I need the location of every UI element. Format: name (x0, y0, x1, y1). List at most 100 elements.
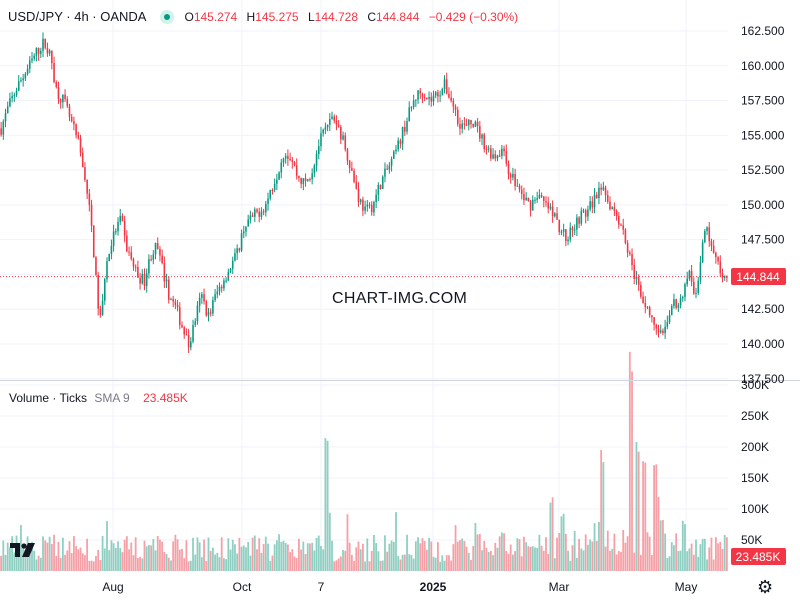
candle-body (156, 242, 159, 249)
candle-body (598, 187, 600, 199)
candle-body (97, 274, 99, 309)
price-tick-label: 155.000 (741, 128, 785, 142)
tradingview-logo-icon[interactable] (10, 541, 38, 559)
volume-bar (220, 537, 223, 571)
candle-body (712, 245, 715, 253)
candle-body (690, 270, 693, 282)
volume-bar (392, 541, 395, 571)
volume-bar (132, 555, 135, 571)
volume-grid (0, 384, 728, 541)
candle-body (258, 211, 261, 217)
candle-body (88, 193, 91, 205)
candle-body (106, 261, 108, 280)
candle-body (322, 129, 324, 134)
volume-bar (714, 537, 717, 571)
volume-bar (326, 440, 329, 571)
candle-body (399, 140, 402, 144)
candle-body (295, 165, 298, 176)
volume-bar (304, 554, 307, 571)
candle-body (313, 165, 316, 174)
candle-body (15, 90, 18, 95)
volume-bar (359, 549, 362, 571)
sma-value: 23.485K (143, 391, 188, 405)
volume-bar (218, 557, 221, 571)
candle-body (309, 179, 311, 181)
candle-body (161, 255, 163, 263)
candle-body (57, 86, 60, 100)
candle-body (379, 184, 382, 190)
candle-body (505, 151, 508, 164)
volume-bar (706, 559, 708, 571)
volume-bar (481, 550, 483, 571)
candle-body (77, 135, 80, 139)
candle-body (70, 116, 73, 122)
volume-bar (408, 554, 411, 571)
volume-bar (302, 541, 305, 571)
volume-bar (478, 534, 481, 571)
symbol-title[interactable]: USD/JPY · 4h · OANDA (8, 9, 147, 24)
candle-body (134, 266, 137, 268)
gear-icon[interactable]: ⚙ (757, 577, 774, 597)
time-tick-label: 7 (318, 580, 325, 594)
candle-body (324, 127, 327, 130)
candle-body (518, 185, 521, 190)
candle-body (569, 227, 572, 240)
candle-body (265, 203, 267, 213)
volume-bar (165, 553, 168, 571)
candle-body (267, 198, 269, 204)
volume-bar (320, 545, 322, 571)
candle-body (249, 215, 252, 220)
candle-body (629, 252, 631, 254)
candle-body (461, 123, 463, 129)
candle-body (242, 231, 245, 234)
candle-body (723, 275, 726, 278)
candle-body (22, 78, 24, 81)
volume-bar (44, 540, 47, 571)
candle-body (454, 106, 457, 110)
volume-bar (578, 538, 580, 571)
candle-body (306, 179, 309, 181)
candle-body (167, 279, 170, 300)
volume-bar (284, 542, 287, 571)
candle-body (664, 326, 666, 334)
volume-tick-label: 150K (741, 471, 769, 485)
price-tick-label: 142.500 (741, 302, 785, 316)
candle-body (507, 163, 510, 175)
candle-body (699, 262, 702, 281)
volume-bar (432, 556, 435, 571)
volume-bar (234, 544, 236, 571)
candle-body (231, 260, 234, 269)
volume-bar (624, 542, 627, 571)
volume-bar (291, 549, 294, 571)
candle-body (415, 99, 417, 101)
candle-body (196, 305, 199, 322)
candle-body (304, 178, 307, 181)
volume-bar (236, 553, 239, 571)
volume-bar (2, 540, 5, 571)
volume-bar (106, 521, 108, 571)
candle-body (443, 79, 446, 89)
volume-bar (456, 541, 459, 571)
volume-bar (112, 543, 115, 571)
candle-body (604, 187, 607, 196)
candle-body (593, 194, 596, 208)
volume-bar (267, 543, 269, 571)
candle-body (119, 215, 122, 222)
candle-body (90, 204, 93, 226)
volume-bar (66, 550, 69, 571)
volume-bar (331, 540, 333, 571)
volume-bar (692, 554, 695, 571)
volume-bar (50, 543, 53, 571)
volume-bar (445, 555, 448, 571)
volume-bar (723, 535, 726, 571)
candle-body (346, 149, 349, 161)
volume-bar (350, 554, 353, 571)
candle-body (681, 296, 684, 299)
volume-bar (498, 536, 501, 571)
volume-title[interactable]: Volume · Ticks (9, 391, 88, 405)
volume-bar (551, 497, 554, 571)
candle-body (589, 201, 591, 210)
candle-body (412, 100, 415, 108)
candle-body (174, 301, 177, 305)
